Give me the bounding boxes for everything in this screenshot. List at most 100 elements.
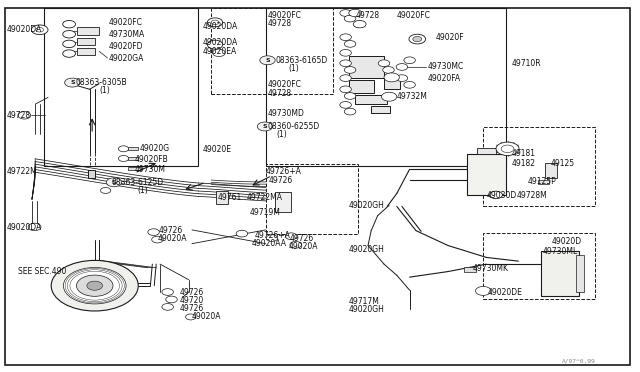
Circle shape	[63, 267, 126, 304]
Text: 49020GH: 49020GH	[349, 305, 385, 314]
Text: 49125: 49125	[550, 159, 575, 168]
Bar	[467, 154, 506, 195]
Text: 49717M: 49717M	[349, 297, 380, 306]
Text: 49020FC: 49020FC	[268, 11, 301, 20]
Text: 49730M: 49730M	[134, 165, 165, 174]
Text: 49730MA: 49730MA	[109, 30, 145, 39]
Bar	[483, 127, 595, 206]
Circle shape	[65, 78, 80, 87]
Text: (1): (1)	[288, 64, 299, 73]
Circle shape	[87, 281, 102, 290]
Text: 49730MD: 49730MD	[268, 109, 305, 118]
Circle shape	[353, 20, 366, 28]
Circle shape	[63, 31, 76, 38]
Circle shape	[349, 9, 362, 17]
Text: 49020FC: 49020FC	[397, 11, 431, 20]
Circle shape	[63, 20, 76, 28]
Circle shape	[266, 235, 278, 241]
Text: (1): (1)	[99, 86, 110, 94]
Text: 49181: 49181	[512, 149, 536, 158]
Circle shape	[260, 56, 275, 65]
Bar	[576, 255, 584, 292]
Text: 49020GH: 49020GH	[349, 201, 385, 210]
Circle shape	[501, 145, 514, 153]
Circle shape	[285, 233, 297, 240]
Circle shape	[31, 25, 48, 35]
Bar	[44, 8, 198, 166]
Circle shape	[118, 155, 129, 161]
Circle shape	[490, 191, 502, 199]
Circle shape	[290, 241, 301, 248]
Text: 49728: 49728	[355, 11, 380, 20]
Bar	[541, 251, 579, 296]
Bar	[266, 164, 358, 234]
Text: S: S	[262, 124, 268, 129]
Circle shape	[211, 20, 219, 25]
Circle shape	[340, 10, 351, 16]
Text: 49722M: 49722M	[6, 167, 37, 176]
Circle shape	[340, 86, 351, 93]
Text: 49730MK: 49730MK	[472, 264, 508, 273]
Circle shape	[396, 75, 408, 81]
Text: 49728M: 49728M	[517, 191, 548, 200]
Text: 49728: 49728	[6, 111, 31, 120]
Text: 49730MC: 49730MC	[428, 62, 464, 71]
Bar	[266, 8, 506, 166]
Text: 49020EA: 49020EA	[202, 47, 237, 56]
Text: 49020FA: 49020FA	[428, 74, 461, 83]
Bar	[77, 27, 99, 35]
Text: 49722MA: 49722MA	[246, 193, 282, 202]
Text: 49726: 49726	[179, 288, 204, 296]
Text: 49020DA: 49020DA	[6, 223, 42, 232]
Circle shape	[340, 75, 351, 81]
Circle shape	[383, 67, 394, 73]
Text: 49710R: 49710R	[512, 59, 541, 68]
Text: 49761: 49761	[218, 193, 242, 202]
Text: 49020DA: 49020DA	[6, 25, 42, 34]
Circle shape	[404, 81, 415, 88]
Text: 49020FC: 49020FC	[268, 80, 301, 89]
Bar	[88, 170, 95, 178]
Circle shape	[413, 36, 422, 42]
Text: 08360-6255D: 08360-6255D	[268, 122, 320, 131]
Circle shape	[100, 187, 111, 193]
Circle shape	[340, 49, 351, 56]
Bar	[128, 147, 138, 150]
Bar	[275, 192, 291, 212]
Text: 49732M: 49732M	[397, 92, 428, 101]
Text: 49020DE: 49020DE	[488, 288, 522, 296]
Circle shape	[36, 28, 44, 32]
Circle shape	[257, 122, 273, 131]
Text: 49720: 49720	[179, 296, 204, 305]
Text: 49020F: 49020F	[435, 33, 464, 42]
Text: 49726: 49726	[290, 234, 314, 243]
Circle shape	[207, 40, 223, 49]
Text: 49020FB: 49020FB	[134, 155, 168, 164]
Bar	[77, 38, 95, 45]
Circle shape	[354, 21, 365, 28]
Circle shape	[409, 34, 426, 44]
Text: 49020GA: 49020GA	[109, 54, 144, 62]
Circle shape	[162, 304, 173, 310]
Circle shape	[384, 73, 399, 82]
Text: (1): (1)	[276, 130, 287, 139]
Text: (1): (1)	[138, 186, 148, 195]
Text: 49730ML: 49730ML	[543, 247, 578, 256]
Bar	[77, 48, 95, 55]
Circle shape	[396, 64, 408, 70]
Bar	[211, 8, 333, 94]
Circle shape	[207, 18, 223, 27]
Bar	[355, 95, 387, 104]
Text: 49020G: 49020G	[140, 144, 170, 153]
Text: 49726: 49726	[269, 176, 293, 185]
Text: 49020A: 49020A	[157, 234, 187, 243]
Circle shape	[18, 112, 31, 119]
Text: SEE SEC.490: SEE SEC.490	[18, 267, 67, 276]
Bar	[371, 106, 390, 113]
Circle shape	[340, 102, 351, 108]
Circle shape	[106, 178, 122, 187]
Bar	[349, 80, 374, 93]
Text: 49020GH: 49020GH	[349, 246, 385, 254]
Bar	[128, 167, 141, 170]
Bar	[384, 79, 400, 89]
